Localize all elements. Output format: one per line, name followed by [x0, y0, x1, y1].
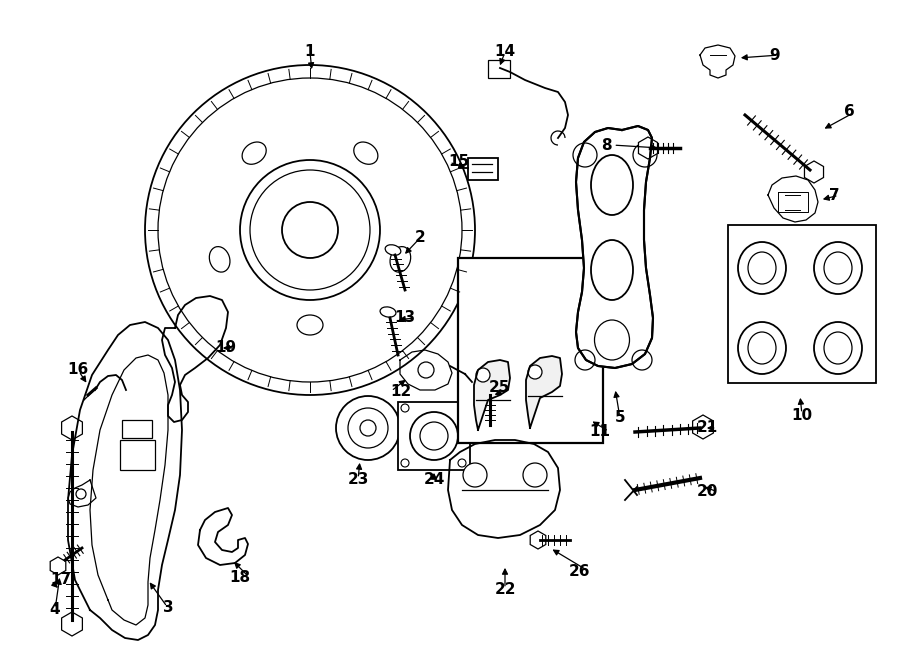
Circle shape — [633, 143, 657, 167]
Text: 19: 19 — [215, 340, 236, 356]
Ellipse shape — [354, 142, 378, 165]
Ellipse shape — [297, 315, 323, 335]
Bar — [122, 420, 152, 438]
Bar — [488, 60, 510, 78]
Circle shape — [418, 362, 434, 378]
Text: 7: 7 — [830, 188, 840, 202]
Text: 1: 1 — [305, 44, 315, 59]
Text: 16: 16 — [68, 362, 88, 377]
Text: 12: 12 — [390, 385, 411, 399]
Circle shape — [632, 350, 652, 370]
Text: 25: 25 — [489, 381, 510, 395]
Text: 23: 23 — [347, 473, 369, 488]
Text: 26: 26 — [569, 564, 590, 580]
Circle shape — [482, 419, 498, 435]
Circle shape — [463, 463, 487, 487]
Circle shape — [240, 160, 380, 300]
Ellipse shape — [385, 245, 400, 255]
Circle shape — [476, 368, 490, 382]
Ellipse shape — [390, 247, 410, 272]
Text: 6: 6 — [844, 104, 855, 120]
Text: 18: 18 — [229, 570, 250, 586]
Text: 2: 2 — [415, 231, 426, 245]
Circle shape — [575, 350, 595, 370]
Bar — [120, 440, 155, 470]
Text: 20: 20 — [697, 485, 718, 500]
Text: 14: 14 — [494, 44, 516, 59]
Text: 3: 3 — [163, 600, 174, 615]
Text: 15: 15 — [448, 155, 469, 169]
Polygon shape — [576, 126, 653, 368]
Text: 22: 22 — [494, 582, 516, 598]
Text: 13: 13 — [394, 311, 415, 325]
Bar — [398, 402, 470, 470]
Text: 11: 11 — [589, 424, 610, 440]
Circle shape — [528, 365, 542, 379]
Text: 10: 10 — [791, 407, 813, 422]
Polygon shape — [474, 360, 510, 430]
Circle shape — [76, 489, 86, 499]
Bar — [728, 225, 876, 383]
Ellipse shape — [242, 142, 266, 165]
Text: 5: 5 — [615, 410, 626, 426]
Text: 8: 8 — [601, 137, 612, 153]
Text: 24: 24 — [423, 473, 445, 488]
Bar — [458, 258, 603, 443]
Circle shape — [282, 202, 338, 258]
Polygon shape — [526, 356, 562, 428]
Text: 17: 17 — [50, 572, 71, 588]
Text: 9: 9 — [770, 48, 780, 63]
Ellipse shape — [380, 307, 396, 317]
Circle shape — [573, 143, 597, 167]
Text: 21: 21 — [697, 420, 718, 436]
Circle shape — [523, 463, 547, 487]
Circle shape — [145, 65, 475, 395]
Text: 4: 4 — [50, 602, 60, 617]
Bar — [468, 158, 498, 180]
Ellipse shape — [210, 247, 230, 272]
Circle shape — [336, 396, 400, 460]
